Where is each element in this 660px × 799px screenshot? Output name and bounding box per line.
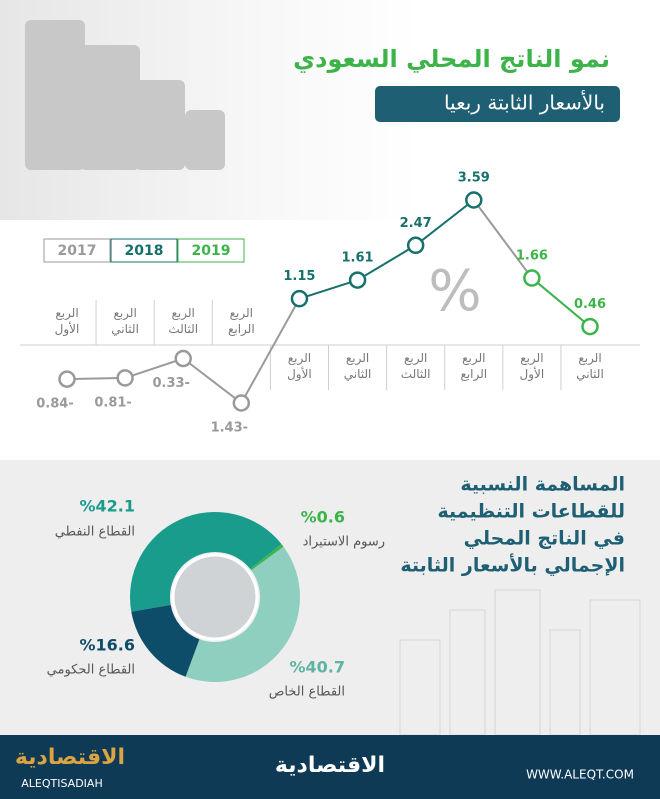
category-word: الثالث: [401, 367, 431, 381]
value-label: 1.61: [342, 251, 374, 266]
category-word: الربع: [55, 306, 78, 321]
category-word: الرابع: [460, 367, 487, 382]
section-title: في الناتج المحلي: [464, 528, 625, 550]
value-label: 0.46: [574, 297, 606, 312]
segment: [66, 376, 126, 381]
category-word: الأول: [520, 366, 545, 382]
category-word: الأول: [287, 366, 312, 382]
category-label: الربع الثاني: [111, 306, 139, 336]
coin-stacks: [25, 20, 225, 170]
category-label: القطاع الخاص: [269, 685, 345, 700]
category-word: الربع: [113, 306, 136, 321]
value-label: 0.33-: [152, 376, 189, 391]
category-word: الربع: [462, 351, 485, 366]
section-title: للقطاعات التنظيمية: [438, 501, 625, 523]
segment: [240, 298, 301, 404]
value-label: %16.6: [79, 636, 135, 655]
segment: [531, 277, 591, 328]
category-label: رسوم الاستيراد: [303, 535, 385, 550]
value-label: 1.43-: [211, 421, 248, 436]
category-label: الربع الرابع: [228, 306, 255, 337]
category-word: الربع: [346, 351, 369, 366]
segment: [472, 199, 533, 279]
center-brand: الاقتصادية: [275, 753, 385, 778]
category-label: الربع الأول: [287, 351, 312, 382]
category-word: الربع: [520, 351, 543, 366]
category-word: الرابع: [228, 322, 255, 337]
footer: [0, 735, 660, 799]
category-word: الأول: [55, 321, 80, 337]
legend-box: [110, 238, 178, 263]
category-word: الربع: [230, 306, 253, 321]
category-label: الربع الرابع: [460, 351, 487, 382]
category-word: الربع: [172, 306, 195, 321]
category-word: الربع: [404, 351, 427, 366]
subtitle: بالأسعار الثابتة ربعيا: [444, 91, 605, 115]
category-label: الربع الثالث: [168, 306, 198, 336]
sector: [131, 604, 200, 677]
category-label: الربع الثاني: [344, 351, 372, 381]
section-title: الإجمالي بالأسعار الثابتة: [400, 554, 625, 577]
point: [116, 369, 134, 387]
value-label: 1.15: [283, 269, 315, 284]
category-label: الربع الأول: [520, 351, 545, 382]
category-word: الثاني: [111, 322, 139, 336]
category-label: الربع الأول: [55, 306, 80, 337]
legend-label: 2018: [125, 243, 164, 259]
value-label: %0.6: [301, 508, 345, 527]
point: [465, 191, 483, 209]
title: نمو الناتج المحلي السعودي: [293, 45, 610, 73]
category-label: الربع الثالث: [401, 351, 431, 381]
subtitle-box: [375, 86, 620, 122]
category-word: الربع: [288, 351, 311, 366]
brand: الاقتصادية: [15, 745, 125, 770]
segment: [182, 357, 242, 404]
category-label: القطاع النفطي: [55, 525, 135, 540]
center-image: [171, 553, 259, 641]
segment: [357, 244, 417, 281]
value-label: 0.81-: [94, 395, 131, 410]
category-word: الثالث: [168, 322, 198, 336]
value-label: 0.84-: [36, 397, 73, 412]
segment: [124, 357, 184, 379]
legend-box: [177, 238, 245, 263]
sector: [130, 512, 282, 612]
url: WWW.ALEQT.COM: [526, 768, 634, 782]
legend-box: [43, 238, 111, 263]
category-label: الربع الثاني: [576, 351, 604, 381]
legend-label: 2019: [192, 243, 231, 259]
point: [523, 269, 541, 287]
category-label: القطاع الحكومي: [47, 663, 135, 678]
sector: [185, 546, 300, 682]
category-word: الثاني: [576, 367, 604, 381]
legend-label: 2017: [58, 243, 97, 259]
point: [290, 289, 309, 308]
category-word: الربع: [578, 351, 601, 366]
brand-latin: ALEQTISADIAH: [21, 777, 102, 790]
segment: [299, 279, 358, 300]
point: [174, 349, 192, 368]
value-label: 3.59: [458, 171, 490, 186]
value-label: 1.66: [516, 249, 548, 264]
value-label: %40.7: [289, 658, 345, 677]
sector: [250, 544, 284, 571]
point: [232, 394, 251, 412]
section-title: المساهمة النسبية: [460, 474, 625, 496]
annotation: %: [428, 259, 481, 324]
segment: [415, 199, 475, 247]
point: [348, 271, 367, 289]
category-word: الثاني: [344, 367, 372, 381]
value-label: %42.1: [79, 497, 135, 516]
point: [581, 317, 599, 336]
point: [58, 370, 76, 388]
value-label: 2.47: [400, 216, 432, 231]
point: [406, 236, 425, 255]
